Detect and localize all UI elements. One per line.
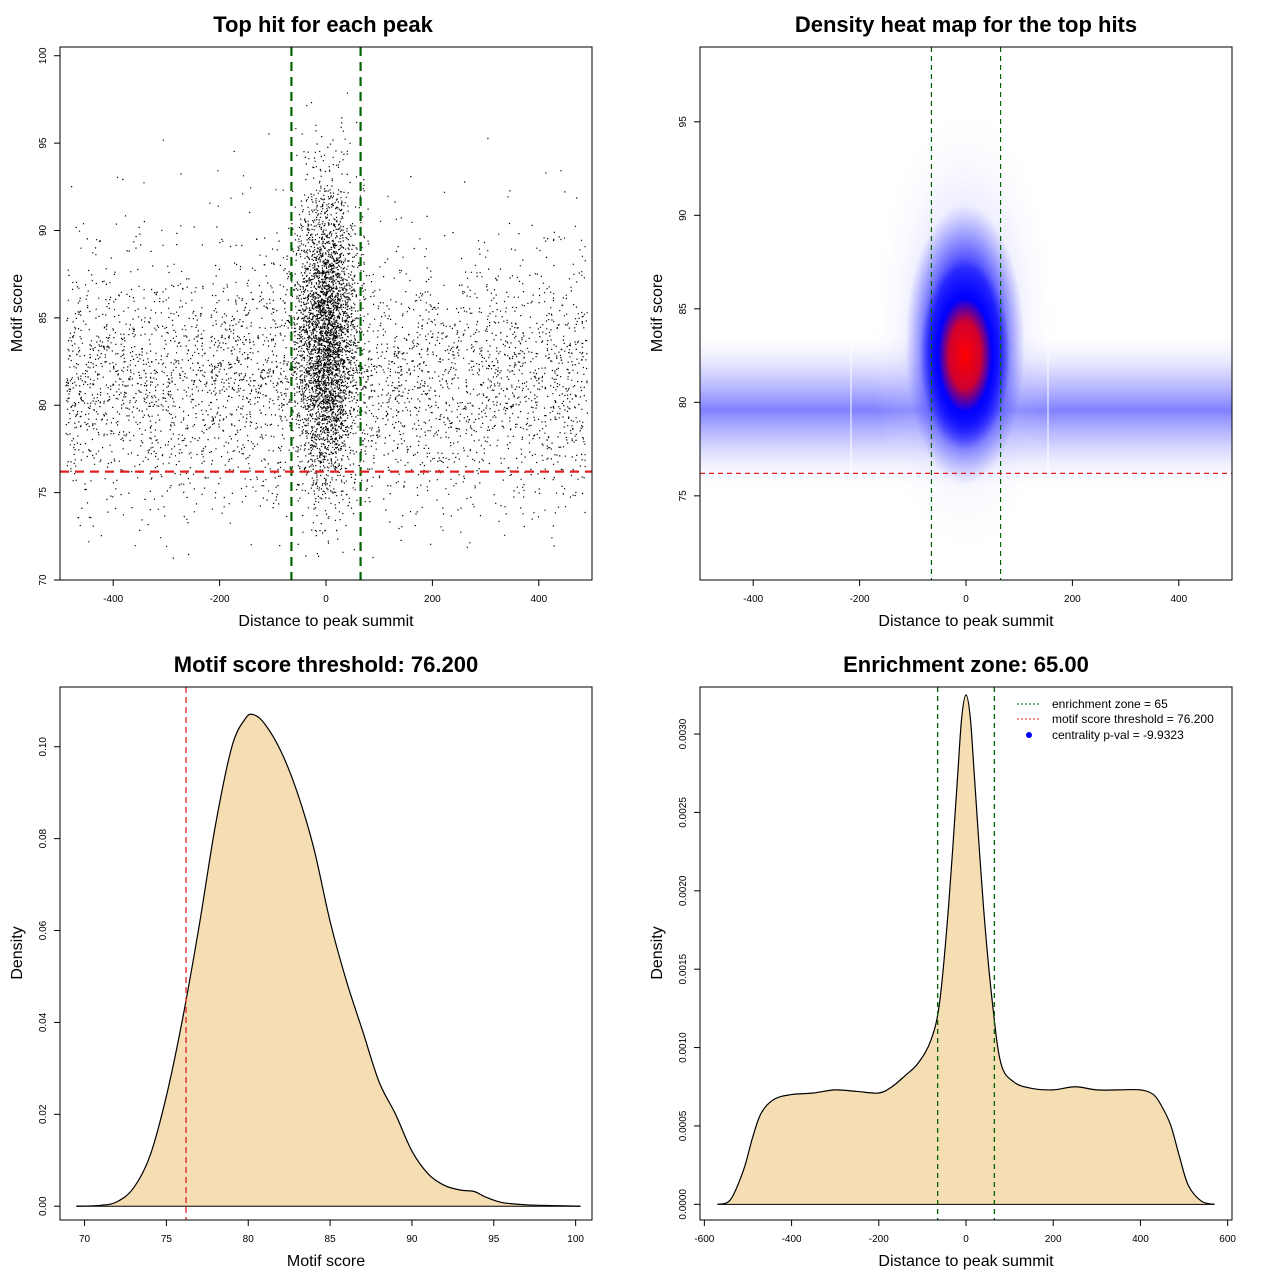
y-tick-label: 85 bbox=[38, 312, 49, 324]
distance-reference-lines bbox=[937, 687, 995, 1220]
y-tick-label: 0.10 bbox=[38, 737, 49, 757]
density-line bbox=[76, 713, 581, 1207]
score-x-axis: 70 75 80 85 90 95 100 bbox=[79, 1220, 584, 1245]
distance-density-curve bbox=[717, 694, 1215, 1205]
heatmap-surface bbox=[700, 47, 1232, 580]
scatter-point-cloud bbox=[65, 92, 588, 559]
y-tick-label: 75 bbox=[38, 487, 49, 499]
scatter-y-axis: 70 75 80 85 90 95 100 bbox=[38, 47, 60, 586]
x-tick-label: -200 bbox=[850, 594, 870, 605]
score-density-title: Motif score threshold: 76.200 bbox=[174, 652, 478, 677]
density-area bbox=[717, 694, 1215, 1205]
x-tick-label: -400 bbox=[103, 594, 123, 605]
x-tick-label: 0 bbox=[963, 594, 969, 605]
scatter-x-label: Distance to peak summit bbox=[238, 613, 414, 630]
x-tick-label: 95 bbox=[488, 1234, 500, 1245]
y-tick-label: 0.0005 bbox=[678, 1110, 689, 1141]
x-tick-label: 80 bbox=[243, 1234, 255, 1245]
legend-label-centrality: centrality p-val = -9.9323 bbox=[1052, 728, 1184, 742]
y-tick-label: 0.0020 bbox=[678, 875, 689, 906]
y-tick-label: 85 bbox=[678, 303, 689, 315]
y-tick-label: 70 bbox=[38, 574, 49, 586]
scatter-reference-lines bbox=[60, 47, 592, 580]
y-tick-label: 0.0015 bbox=[678, 953, 689, 984]
density-area bbox=[76, 714, 581, 1207]
distance-x-axis: -600 -400 -200 0 200 400 600 bbox=[694, 1220, 1236, 1245]
x-tick-label: 85 bbox=[325, 1234, 337, 1245]
scatter-x-axis: -400 -200 0 200 400 bbox=[103, 580, 548, 605]
x-tick-label: -200 bbox=[869, 1234, 889, 1245]
heatmap-title: Density heat map for the top hits bbox=[795, 12, 1137, 37]
y-tick-label: 95 bbox=[678, 116, 689, 128]
scatter-title: Top hit for each peak bbox=[213, 12, 433, 37]
score-y-label: Density bbox=[9, 926, 26, 979]
score-x-label: Motif score bbox=[287, 1253, 365, 1270]
distance-y-axis: 0.0000 0.0005 0.0010 0.0015 0.0020 0.0025 0.00… bbox=[678, 718, 700, 1220]
score-density-curve bbox=[76, 713, 581, 1207]
x-tick-label: 0 bbox=[963, 1234, 969, 1245]
y-tick-label: 80 bbox=[678, 396, 689, 408]
x-tick-label: 400 bbox=[1132, 1234, 1149, 1245]
heatmap-x-axis: -400 -200 0 200 400 bbox=[743, 580, 1188, 605]
x-tick-label: 0 bbox=[323, 594, 329, 605]
y-tick-label: 75 bbox=[678, 490, 689, 502]
y-tick-label: 80 bbox=[38, 399, 49, 411]
y-tick-label: 0.00 bbox=[38, 1196, 49, 1216]
legend-point-centrality bbox=[1026, 732, 1032, 738]
x-tick-label: 100 bbox=[567, 1234, 584, 1245]
scatter-y-label: Motif score bbox=[9, 274, 26, 352]
distance-density-panel: Enrichment zone: 65.00 -600 -400 -200 0 200 4… bbox=[649, 652, 1236, 1270]
y-tick-label: 95 bbox=[38, 137, 49, 149]
x-tick-label: 400 bbox=[530, 594, 547, 605]
heatmap-x-label: Distance to peak summit bbox=[878, 613, 1054, 630]
x-tick-label: 200 bbox=[424, 594, 441, 605]
heatmap-panel: Density heat map for the top hits -400 -2… bbox=[649, 12, 1233, 630]
distance-y-label: Density bbox=[649, 926, 666, 979]
y-tick-label: 100 bbox=[38, 47, 49, 64]
x-tick-label: 200 bbox=[1045, 1234, 1062, 1245]
y-tick-label: 90 bbox=[678, 209, 689, 221]
x-tick-label: 400 bbox=[1170, 594, 1187, 605]
distance-x-label: Distance to peak summit bbox=[878, 1253, 1054, 1270]
x-tick-label: 90 bbox=[406, 1234, 418, 1245]
scatter-panel: Top hit for each peak -400 -200 0 200 400 70… bbox=[9, 12, 593, 630]
score-y-axis: 0.00 0.02 0.04 0.06 0.08 0.10 bbox=[38, 737, 60, 1216]
scatter-points bbox=[65, 92, 588, 559]
distance-density-title: Enrichment zone: 65.00 bbox=[843, 652, 1089, 677]
legend: enrichment zone = 65 motif score thresho… bbox=[1017, 697, 1214, 742]
x-tick-label: -400 bbox=[743, 594, 763, 605]
x-tick-label: -600 bbox=[694, 1234, 714, 1245]
heatmap-hotspot bbox=[920, 260, 1010, 450]
legend-label-threshold: motif score threshold = 76.200 bbox=[1052, 712, 1214, 726]
y-tick-label: 0.0030 bbox=[678, 718, 689, 749]
heatmap-reference-lines bbox=[700, 47, 1232, 580]
x-tick-label: 200 bbox=[1064, 594, 1081, 605]
y-tick-label: 0.0025 bbox=[678, 797, 689, 828]
x-tick-label: -200 bbox=[210, 594, 230, 605]
y-tick-label: 90 bbox=[38, 224, 49, 236]
heatmap-y-axis: 75 80 85 90 95 bbox=[678, 116, 700, 502]
density-line bbox=[717, 694, 1215, 1205]
score-density-panel: Motif score threshold: 76.200 70 75 80 85 90… bbox=[9, 652, 593, 1270]
heatmap-y-label: Motif score bbox=[649, 274, 666, 352]
y-tick-label: 0.06 bbox=[38, 920, 49, 940]
y-tick-label: 0.02 bbox=[38, 1104, 49, 1124]
score-plot-frame bbox=[59, 686, 593, 1221]
y-tick-label: 0.04 bbox=[38, 1012, 49, 1032]
x-tick-label: -400 bbox=[782, 1234, 802, 1245]
y-tick-label: 0.0000 bbox=[678, 1189, 689, 1220]
y-tick-label: 0.0010 bbox=[678, 1032, 689, 1063]
x-tick-label: 70 bbox=[79, 1234, 91, 1245]
x-tick-label: 75 bbox=[161, 1234, 173, 1245]
y-tick-label: 0.08 bbox=[38, 828, 49, 848]
legend-label-enrichment-zone: enrichment zone = 65 bbox=[1052, 697, 1168, 711]
x-tick-label: 600 bbox=[1219, 1234, 1236, 1245]
